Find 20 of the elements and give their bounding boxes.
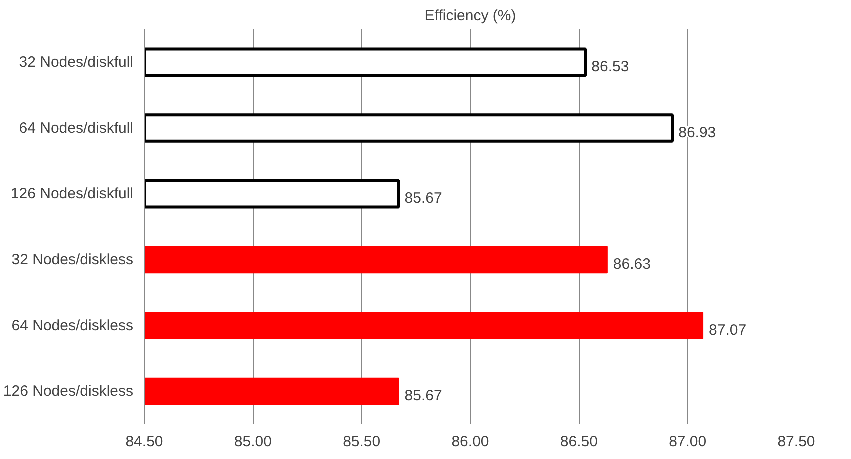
y-tick-label: 64 Nodes/diskfull: [19, 120, 134, 137]
y-tick-label: 32 Nodes/diskless: [12, 251, 134, 268]
x-tick-label: 86.00: [452, 434, 490, 450]
x-tick-label: 85.50: [343, 434, 381, 450]
data-label: 86.93: [678, 124, 716, 142]
y-tick-label: 126 Nodes/diskfull: [10, 186, 134, 203]
x-tick-label: 84.50: [126, 434, 164, 450]
x-tick-label: 87.50: [778, 434, 816, 450]
x-tick-label: 85.00: [234, 434, 272, 450]
data-label: 85.67: [404, 190, 442, 208]
data-label: 86.63: [613, 256, 651, 273]
x-tick-label: 86.50: [560, 434, 598, 450]
chart-title: Efficiency (%): [424, 8, 516, 24]
data-label: 86.53: [592, 58, 630, 76]
y-tick-label: 32 Nodes/diskfull: [19, 54, 134, 71]
x-tick-label: 87.00: [669, 434, 707, 450]
data-label: 87.07: [709, 322, 747, 339]
y-tick-label: 64 Nodes/diskless: [12, 317, 134, 334]
y-tick-label: 126 Nodes/diskless: [3, 383, 134, 400]
data-label: 85.67: [404, 388, 442, 405]
